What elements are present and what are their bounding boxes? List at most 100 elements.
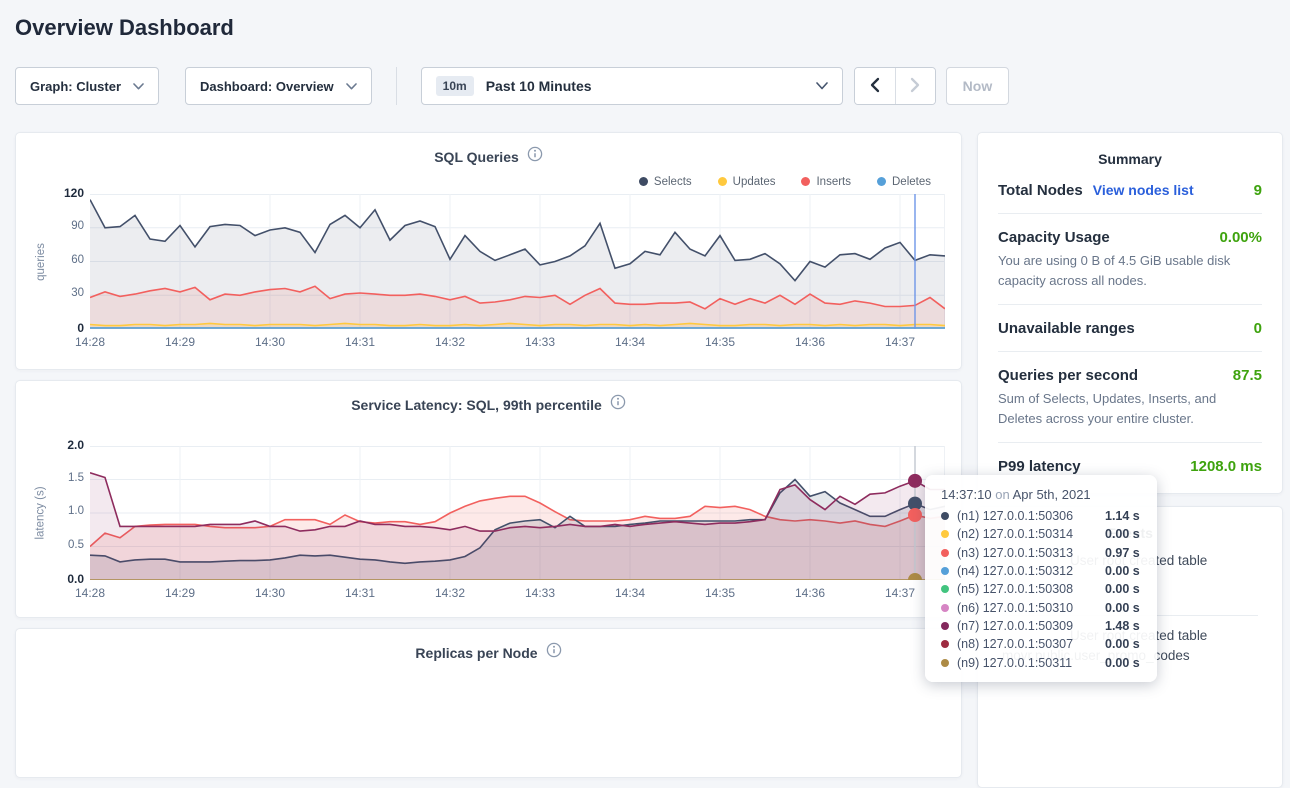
node-color-dot <box>941 549 949 557</box>
y-axis-tick: 2.0 <box>48 438 84 452</box>
chevron-down-icon <box>816 82 828 90</box>
y-axis-tick: 120 <box>48 186 84 200</box>
y-axis-tick: 0.5 <box>48 539 84 551</box>
chevron-down-icon <box>133 83 144 90</box>
x-axis-tick: 14:35 <box>696 335 744 349</box>
legend-item-selects[interactable]: Selects <box>639 173 692 190</box>
queries-per-second-row: Queries per second 87.5 Sum of Selects, … <box>998 352 1262 443</box>
service-latency-panel: Service Latency: SQL, 99th percentile la… <box>15 380 962 618</box>
overview-dashboard-page: Overview Dashboard Graph: Cluster Dashbo… <box>0 0 1290 689</box>
x-axis-tick: 14:34 <box>606 335 654 349</box>
unavailable-ranges-label: Unavailable ranges <box>998 320 1135 337</box>
legend-item-updates[interactable]: Updates <box>718 173 776 190</box>
node-color-dot <box>941 512 949 520</box>
chevron-down-icon <box>346 83 357 90</box>
node-address: (n3) 127.0.0.1:50313 <box>957 546 1105 560</box>
summary-title: Summary <box>998 133 1262 167</box>
x-axis-tick: 14:33 <box>516 586 564 600</box>
y-axis-tick: 60 <box>48 254 84 266</box>
time-step-forward-button[interactable] <box>895 68 935 104</box>
legend-item-deletes[interactable]: Deletes <box>877 173 931 190</box>
chevron-left-icon <box>870 77 880 96</box>
y-axis-label: queries <box>34 194 48 329</box>
p99-latency-label: P99 latency <box>998 458 1081 475</box>
total-nodes-row: Total Nodes View nodes list 9 <box>998 167 1262 214</box>
p99-latency-value: 1208.0 ms <box>1190 458 1262 475</box>
tooltip-node-row: (n1) 127.0.0.1:503061.14 s <box>941 507 1143 525</box>
sql-queries-panel: SQL Queries Selects Updates Inserts Deletes… <box>15 132 962 370</box>
node-color-dot <box>941 530 949 538</box>
info-icon[interactable] <box>527 146 543 167</box>
tooltip-node-row: (n5) 127.0.0.1:503080.00 s <box>941 580 1143 598</box>
dashboard-content: SQL Queries Selects Updates Inserts Deletes… <box>15 132 1283 788</box>
sql-queries-plot[interactable]: queries 120906030014:2814:2914:3014:3114… <box>90 194 945 329</box>
node-latency-value: 0.00 s <box>1105 656 1140 670</box>
legend-dot <box>639 177 648 186</box>
x-axis-tick: 14:33 <box>516 335 564 349</box>
chart-hover-tooltip: 14:37:10 on Apr 5th, 2021 (n1) 127.0.0.1… <box>925 475 1157 682</box>
info-icon[interactable] <box>610 394 626 415</box>
dashboard-select-dropdown[interactable]: Dashboard: Overview <box>185 67 372 105</box>
legend-dot <box>801 177 810 186</box>
summary-panel: Summary Total Nodes View nodes list 9 Ca… <box>977 132 1283 494</box>
time-step-back-button[interactable] <box>855 68 895 104</box>
x-axis-tick: 14:36 <box>786 335 834 349</box>
node-address: (n2) 127.0.0.1:50314 <box>957 527 1105 541</box>
y-axis-label: latency (s) <box>34 446 48 580</box>
tooltip-node-row: (n9) 127.0.0.1:503110.00 s <box>941 653 1143 671</box>
node-address: (n1) 127.0.0.1:50306 <box>957 509 1105 523</box>
graph-scope-dropdown[interactable]: Graph: Cluster <box>15 67 159 105</box>
node-color-dot <box>941 604 949 612</box>
legend-dot <box>877 177 886 186</box>
x-axis-tick: 14:36 <box>786 586 834 600</box>
legend-item-inserts[interactable]: Inserts <box>801 173 851 190</box>
chevron-right-icon <box>910 77 920 96</box>
queries-per-second-description: Sum of Selects, Updates, Inserts, and De… <box>998 389 1262 428</box>
node-latency-value: 1.14 s <box>1105 509 1140 523</box>
replicas-per-node-panel: Replicas per Node <box>15 628 962 778</box>
unavailable-ranges-row: Unavailable ranges 0 <box>998 305 1262 352</box>
x-axis-tick: 14:37 <box>876 586 924 600</box>
x-axis-tick: 14:34 <box>606 586 654 600</box>
legend-label: Inserts <box>816 176 851 188</box>
time-step-buttons <box>854 67 936 105</box>
dashboard-toolbar: Graph: Cluster Dashboard: Overview 10m P… <box>15 67 1283 105</box>
y-axis-tick: 1.5 <box>48 472 84 484</box>
x-axis-tick: 14:31 <box>336 586 384 600</box>
tooltip-on-word: on <box>995 487 1009 502</box>
tooltip-node-row: (n8) 127.0.0.1:503070.00 s <box>941 635 1143 653</box>
service-latency-plot[interactable]: latency (s) 2.01.51.00.50.014:2814:2914:… <box>90 446 945 580</box>
node-latency-value: 0.00 s <box>1105 582 1140 596</box>
x-axis-tick: 14:29 <box>156 335 204 349</box>
page-title: Overview Dashboard <box>15 0 1283 41</box>
tooltip-node-row: (n7) 127.0.0.1:503091.48 s <box>941 617 1143 635</box>
service-latency-header: Service Latency: SQL, 99th percentile <box>32 381 945 414</box>
capacity-usage-row: Capacity Usage 0.00% You are using 0 B o… <box>998 214 1262 305</box>
sidebar-column: Summary Total Nodes View nodes list 9 Ca… <box>977 132 1283 788</box>
capacity-usage-description: You are using 0 B of 4.5 GiB usable disk… <box>998 251 1262 290</box>
tooltip-node-row: (n2) 127.0.0.1:503140.00 s <box>941 525 1143 543</box>
time-range-label: Past 10 Minutes <box>486 78 804 94</box>
tooltip-date: Apr 5th, 2021 <box>1013 487 1091 502</box>
x-axis-tick: 14:32 <box>426 335 474 349</box>
y-axis-tick: 90 <box>48 220 84 232</box>
y-axis-tick: 30 <box>48 287 84 299</box>
node-color-dot <box>941 640 949 648</box>
legend-label: Deletes <box>892 176 931 188</box>
node-address: (n6) 127.0.0.1:50310 <box>957 601 1105 615</box>
sql-queries-legend: Selects Updates Inserts Deletes <box>32 166 945 190</box>
node-address: (n5) 127.0.0.1:50308 <box>957 582 1105 596</box>
view-nodes-list-link[interactable]: View nodes list <box>1093 182 1194 198</box>
now-button[interactable]: Now <box>946 67 1010 105</box>
time-range-picker[interactable]: 10m Past 10 Minutes <box>421 67 843 105</box>
node-color-dot <box>941 622 949 630</box>
total-nodes-value: 9 <box>1254 182 1262 199</box>
node-latency-value: 0.97 s <box>1105 546 1140 560</box>
node-latency-value: 0.00 s <box>1105 564 1140 578</box>
chart-title: SQL Queries <box>434 149 519 165</box>
node-latency-value: 0.00 s <box>1105 637 1140 651</box>
tooltip-node-rows: (n1) 127.0.0.1:503061.14 s(n2) 127.0.0.1… <box>941 507 1143 672</box>
x-axis-tick: 14:35 <box>696 586 744 600</box>
info-icon[interactable] <box>546 642 562 663</box>
node-address: (n4) 127.0.0.1:50312 <box>957 564 1105 578</box>
